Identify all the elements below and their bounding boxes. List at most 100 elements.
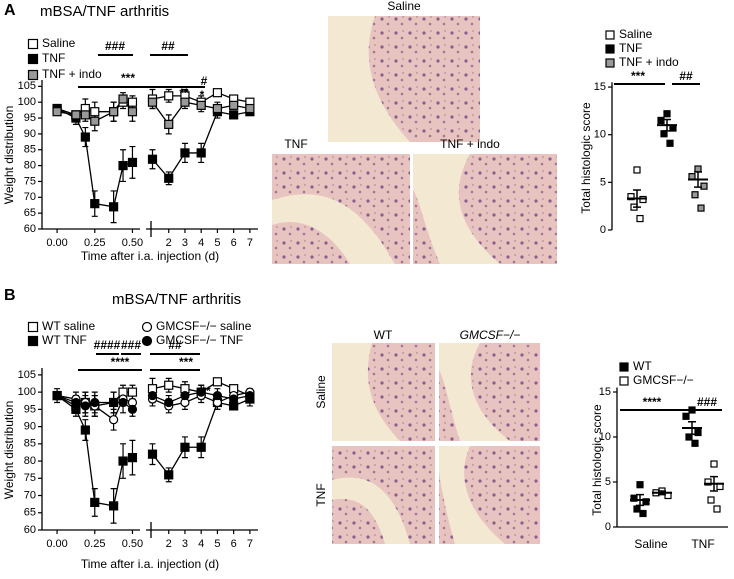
data-point	[196, 100, 206, 110]
joint-space	[332, 477, 410, 544]
significance-label: ##	[161, 39, 175, 53]
data-point	[164, 119, 174, 129]
legend-marker	[27, 53, 39, 65]
legend-marker	[27, 38, 39, 50]
data-point	[90, 107, 100, 117]
data-point	[180, 390, 190, 401]
data-point	[109, 415, 119, 425]
x-axis-label: Time after i.a. injection (d)	[81, 249, 219, 263]
data-point	[164, 380, 174, 390]
y-tick-label: 15	[594, 81, 606, 93]
data-point	[52, 107, 62, 117]
x-tick-label: 4	[198, 237, 204, 249]
x-tick-label: TNF	[691, 537, 714, 551]
x-tick-label: 6	[231, 538, 237, 550]
data-point	[109, 202, 119, 212]
significance-label: **	[201, 384, 211, 398]
significance-label: ###	[121, 338, 141, 352]
legend-marker	[605, 44, 615, 54]
data-point	[127, 404, 138, 414]
data-point	[180, 148, 190, 158]
y-tick-label: 10	[599, 431, 611, 443]
x-tick-label: 2	[166, 237, 172, 249]
legend-label: Saline	[42, 36, 76, 50]
data-point	[636, 214, 644, 223]
x-tick-label: 5	[214, 538, 220, 550]
y-tick-label: 5	[600, 176, 606, 188]
data-point	[164, 173, 174, 183]
data-point	[196, 148, 206, 158]
x-tick-label: 0.25	[84, 237, 105, 249]
legend-label: WT TNF	[42, 333, 87, 347]
data-point	[90, 116, 100, 126]
y-tick-label: 100	[18, 96, 36, 108]
y-tick-label: 95	[24, 403, 36, 415]
data-point	[90, 397, 100, 408]
data-point	[657, 116, 665, 125]
data-point	[90, 497, 100, 508]
data-point	[710, 460, 718, 468]
data-point	[707, 496, 715, 504]
joint-space	[328, 16, 410, 142]
data-point	[109, 397, 119, 408]
y-tick-label: 105	[18, 80, 36, 92]
x-tick-label: 7	[247, 538, 253, 550]
data-point	[630, 494, 638, 502]
legend-marker	[141, 335, 153, 347]
data-point	[109, 107, 119, 117]
data-point	[127, 97, 138, 107]
x-axis-label: Time after i.a. injection (d)	[81, 557, 219, 571]
data-point	[212, 377, 223, 387]
legend-label: Saline	[619, 27, 653, 41]
data-point	[71, 397, 81, 408]
y-axis-label: Weight distribution	[2, 401, 16, 500]
data-point	[127, 157, 138, 168]
data-point	[196, 387, 206, 397]
joint-space	[332, 343, 400, 441]
x-tick-label: 5	[214, 237, 220, 249]
significance-label: ##	[168, 338, 182, 352]
data-point	[164, 470, 174, 480]
y-tick-label: 80	[24, 455, 36, 467]
y-tick-label: 85	[24, 144, 36, 156]
chart-title: mBSA/TNF arthritis	[112, 291, 241, 308]
legend-marker	[141, 321, 153, 333]
data-point	[229, 110, 239, 120]
histology-label: TNF	[284, 137, 307, 151]
y-tick-label: 100	[18, 386, 36, 398]
data-point	[713, 505, 721, 513]
x-tick-label: 4	[198, 538, 204, 550]
data-point	[147, 154, 158, 164]
legend-label: WT saline	[42, 319, 95, 333]
legend-label: TNF + indo	[619, 55, 679, 69]
panel-letter: B	[4, 287, 16, 304]
data-point	[639, 509, 647, 518]
data-point	[691, 439, 699, 447]
data-point	[245, 390, 255, 401]
legend-label: TNF	[42, 51, 65, 65]
data-point	[118, 456, 128, 466]
histology-images-b	[332, 343, 540, 544]
data-point	[147, 390, 158, 401]
histology-column-label: WT	[374, 328, 393, 342]
data-point	[700, 182, 708, 190]
y-tick-label: 10	[594, 129, 606, 141]
significance-label: **	[179, 86, 189, 100]
histology-images-a	[272, 16, 557, 264]
histology-label: Saline	[387, 0, 421, 13]
legend-label: TNF	[619, 41, 642, 55]
data-point	[80, 425, 90, 435]
data-point	[660, 130, 668, 138]
y-tick-label: 70	[24, 191, 36, 203]
data-point	[80, 132, 90, 142]
data-point	[633, 166, 641, 174]
histology-row-label: TNF	[314, 483, 328, 506]
significance-label: ****	[111, 355, 130, 369]
y-tick-label: 60	[24, 223, 36, 235]
significance-label: ##	[679, 69, 693, 83]
data-point	[147, 97, 158, 107]
x-tick-label: 0.00	[46, 237, 67, 249]
data-point	[118, 160, 128, 171]
legend-marker	[27, 321, 39, 333]
data-point	[666, 139, 674, 147]
